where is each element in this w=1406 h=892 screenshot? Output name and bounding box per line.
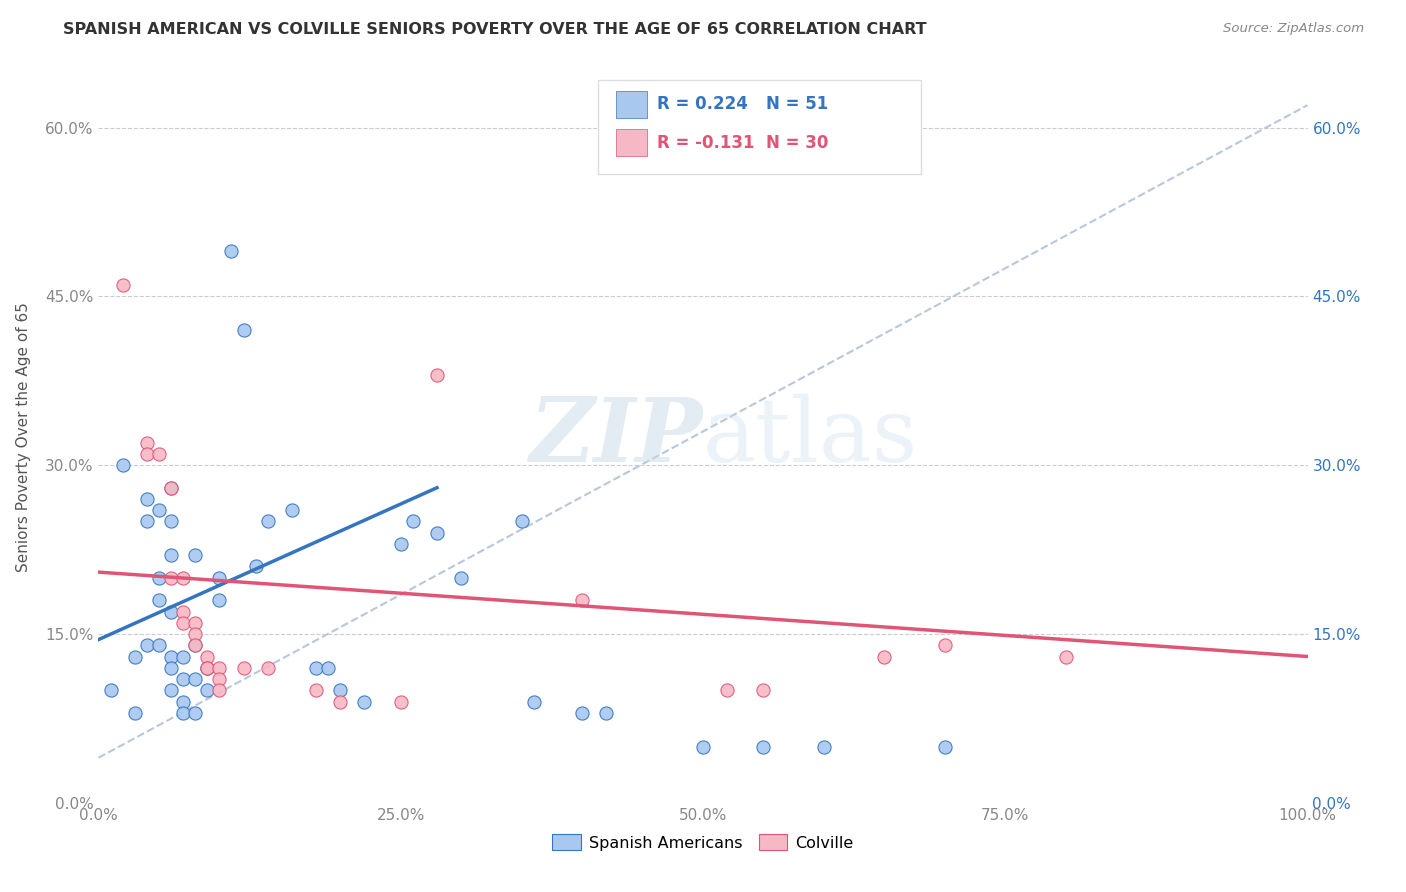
Point — [813, 739, 835, 754]
Point — [232, 661, 254, 675]
Point — [184, 615, 207, 630]
Text: R = 0.224: R = 0.224 — [657, 95, 748, 113]
Point — [389, 537, 412, 551]
Text: N = 51: N = 51 — [766, 95, 828, 113]
Point — [595, 706, 617, 720]
Point — [195, 683, 218, 698]
Point — [426, 525, 449, 540]
Point — [160, 481, 183, 495]
Point — [184, 706, 207, 720]
Point — [281, 503, 304, 517]
Point — [172, 706, 194, 720]
Point — [160, 481, 183, 495]
Point — [245, 559, 267, 574]
Point — [172, 605, 194, 619]
Point — [135, 638, 157, 652]
Point — [934, 739, 956, 754]
Point — [208, 683, 231, 698]
Point — [160, 683, 183, 698]
Point — [305, 683, 328, 698]
Point — [329, 683, 352, 698]
Point — [221, 244, 243, 259]
Point — [184, 638, 207, 652]
Point — [523, 694, 546, 708]
Text: ZIP: ZIP — [530, 394, 703, 480]
Y-axis label: Seniors Poverty Over the Age of 65: Seniors Poverty Over the Age of 65 — [17, 302, 31, 572]
Point — [389, 694, 412, 708]
Point — [571, 706, 593, 720]
Point — [450, 571, 472, 585]
Point — [135, 447, 157, 461]
Point — [195, 661, 218, 675]
Point — [426, 368, 449, 383]
Point — [873, 649, 896, 664]
Point — [256, 515, 278, 529]
Legend: Spanish Americans, Colville: Spanish Americans, Colville — [546, 828, 860, 857]
Point — [111, 278, 134, 293]
Point — [172, 615, 194, 630]
Point — [208, 672, 231, 686]
Point — [172, 649, 194, 664]
Point — [124, 649, 146, 664]
Point — [184, 638, 207, 652]
Text: R = -0.131: R = -0.131 — [657, 134, 754, 152]
Text: SPANISH AMERICAN VS COLVILLE SENIORS POVERTY OVER THE AGE OF 65 CORRELATION CHAR: SPANISH AMERICAN VS COLVILLE SENIORS POV… — [63, 22, 927, 37]
Point — [305, 661, 328, 675]
Point — [208, 661, 231, 675]
Point — [716, 683, 738, 698]
Point — [135, 515, 157, 529]
Point — [208, 593, 231, 607]
Point — [208, 571, 231, 585]
Text: atlas: atlas — [703, 393, 918, 481]
Point — [316, 661, 339, 675]
Point — [148, 503, 170, 517]
Text: Source: ZipAtlas.com: Source: ZipAtlas.com — [1223, 22, 1364, 36]
Point — [256, 661, 278, 675]
Point — [160, 515, 183, 529]
Point — [160, 649, 183, 664]
Point — [353, 694, 375, 708]
Point — [692, 739, 714, 754]
Point — [160, 661, 183, 675]
Point — [195, 661, 218, 675]
Point — [148, 593, 170, 607]
Point — [402, 515, 425, 529]
Point — [148, 447, 170, 461]
Point — [100, 683, 122, 698]
Point — [111, 458, 134, 473]
Point — [160, 605, 183, 619]
Point — [752, 683, 775, 698]
Text: N = 30: N = 30 — [766, 134, 828, 152]
Point — [934, 638, 956, 652]
Point — [160, 571, 183, 585]
Point — [329, 694, 352, 708]
Point — [571, 593, 593, 607]
Point — [195, 649, 218, 664]
Point — [184, 672, 207, 686]
Point — [232, 323, 254, 337]
Point — [172, 694, 194, 708]
Point — [148, 638, 170, 652]
Point — [184, 548, 207, 562]
Point — [160, 548, 183, 562]
Point — [172, 571, 194, 585]
Point — [124, 706, 146, 720]
Point — [510, 515, 533, 529]
Point — [148, 571, 170, 585]
Point — [184, 627, 207, 641]
Point — [135, 435, 157, 450]
Point — [752, 739, 775, 754]
Point — [1054, 649, 1077, 664]
Point — [172, 672, 194, 686]
Point — [195, 661, 218, 675]
Point — [135, 491, 157, 506]
